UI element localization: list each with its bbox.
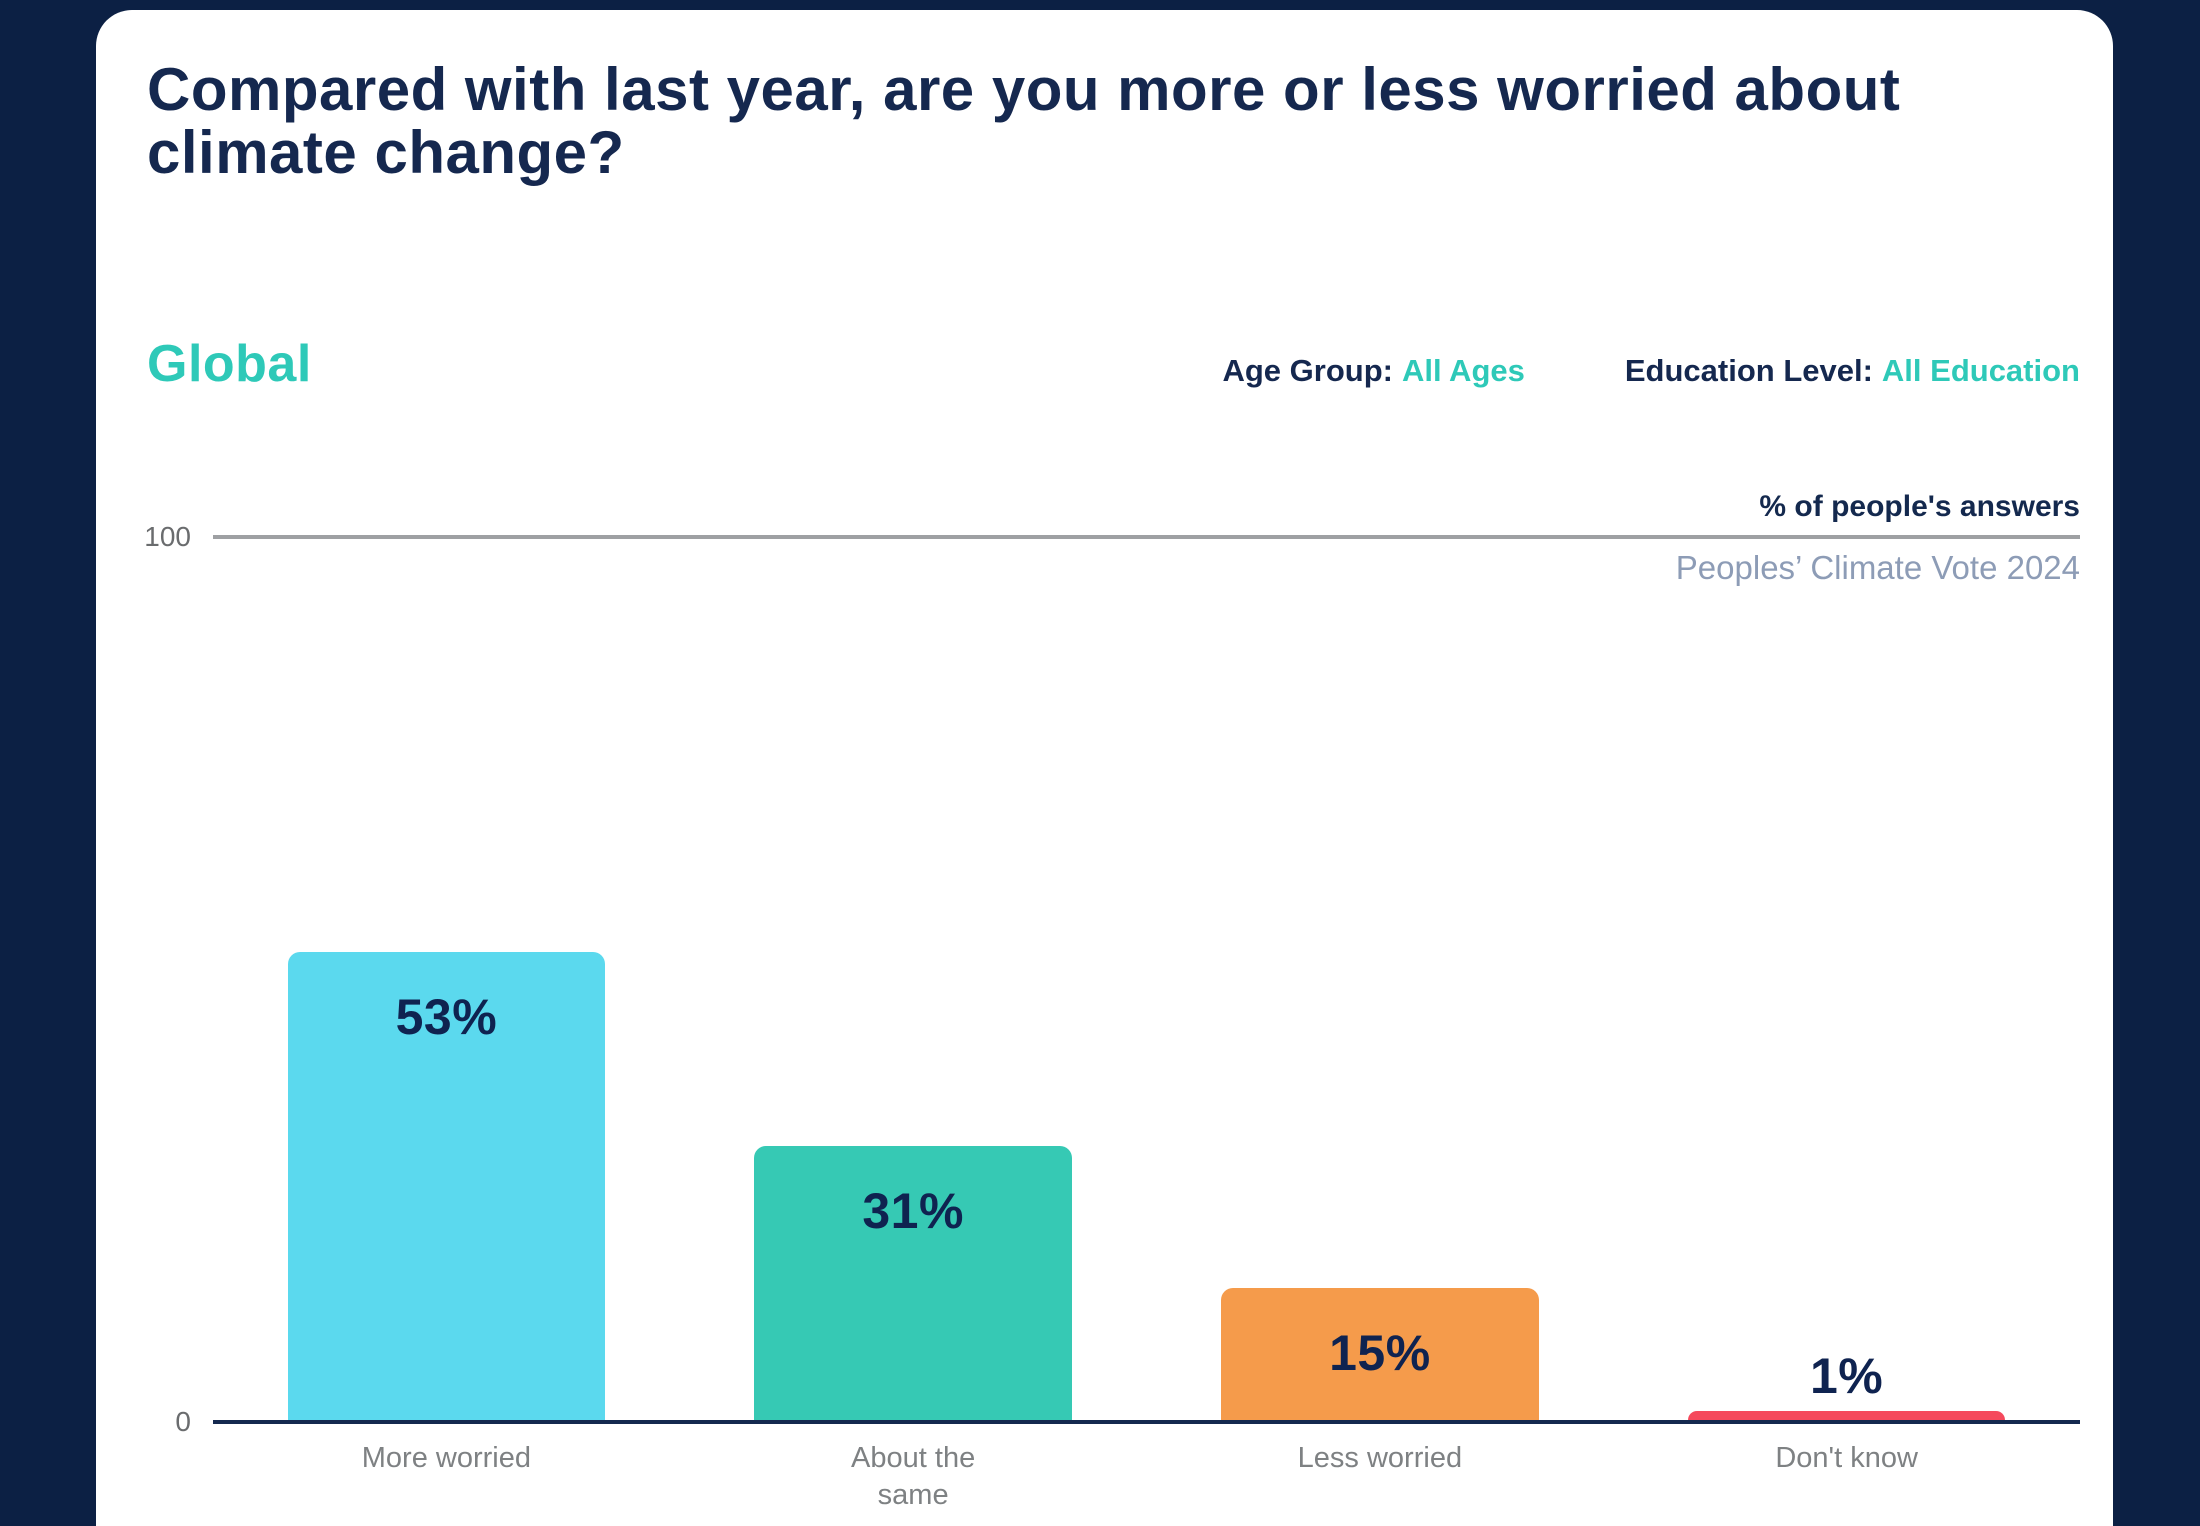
age-group-filter-label: Age Group:	[1222, 353, 1393, 388]
education-level-filter-label: Education Level:	[1624, 353, 1873, 388]
bar-don-t-know[interactable]: 1%	[1687, 1348, 2006, 1420]
ytick-100: 100	[144, 521, 191, 552]
page-title-line2: climate change?	[147, 119, 625, 186]
chart-axis-title: % of people's answers	[1759, 490, 2080, 523]
category-label-about-the-same: About the same	[851, 1442, 976, 1511]
bar-slot-less-worried: 15%	[1147, 537, 1614, 1420]
education-level-filter-value[interactable]: All Education	[1881, 353, 2080, 388]
page-title: Compared with last year, are you more or…	[147, 58, 2080, 184]
chart-source: Peoples’ Climate Vote 2024	[1675, 549, 2080, 586]
category-slot-more-worried: More worried	[213, 1440, 680, 1514]
category-slot-less-worried: Less worried	[1147, 1440, 1614, 1514]
plot-area: 100 0 Peoples’ Climate Vote 2024 53% 31% 1…	[144, 521, 2080, 1437]
age-group-filter-value[interactable]: All Ages	[1401, 353, 1525, 388]
chart-card: Compared with last year, are you more or…	[96, 10, 2113, 1526]
bar-slot-don-t-know: 1%	[1613, 537, 2080, 1420]
bar-value-less-worried: 15%	[1329, 1324, 1431, 1381]
x-axis-line	[213, 1420, 2080, 1424]
category-slot-about-the-same: About the same	[680, 1440, 1147, 1514]
bar-slot-about-the-same: 31%	[680, 537, 1147, 1420]
bar-value-more-worried: 53%	[395, 989, 498, 1046]
category-label-less-worried: Less worried	[1297, 1442, 1463, 1474]
category-labels: More worried About the same Less worried Do…	[213, 1440, 2080, 1514]
gridline-100	[213, 535, 2080, 539]
filters: Age Group: All Ages Education Level: All E…	[1222, 353, 2080, 389]
bar-about-the-same[interactable]: 31%	[754, 1146, 1072, 1420]
page-title-line1: Compared with last year, are you more or…	[147, 56, 1901, 123]
header-row: Global Age Group: All Ages Education Leve…	[147, 334, 2080, 394]
bars: 53% 31% 15% 1%	[213, 537, 2080, 1420]
bar-value-don-t-know: 1%	[1809, 1348, 1884, 1405]
bar-slot-more-worried: 53%	[213, 537, 680, 1420]
bar-less-worried[interactable]: 15%	[1221, 1287, 1539, 1420]
category-label-don-t-know: Don't know	[1775, 1442, 1918, 1474]
ytick-0: 0	[175, 1406, 191, 1437]
bar-chart: % of people's answers 100 0 Peoples’ Cli…	[144, 490, 2080, 1514]
region-selector-global[interactable]: Global	[147, 335, 312, 393]
bar-value-about-the-same: 31%	[862, 1183, 964, 1240]
age-group-filter: Age Group: All Ages	[1222, 353, 1524, 389]
education-level-filter: Education Level: All Education	[1625, 353, 2080, 389]
category-label-more-worried: More worried	[361, 1442, 531, 1474]
bar-more-worried[interactable]: 53%	[287, 952, 606, 1420]
category-slot-don-t-know: Don't know	[1613, 1440, 2080, 1514]
